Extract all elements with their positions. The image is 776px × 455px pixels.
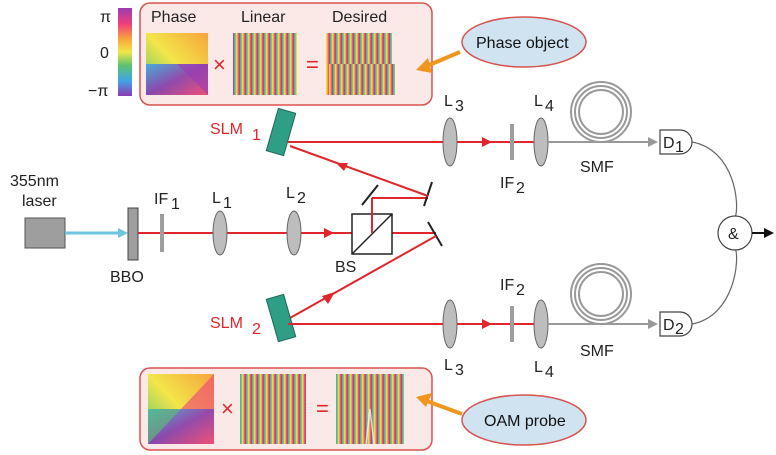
if2-upper-subscript: 2: [516, 180, 525, 197]
slm1: SLM 1: [210, 108, 296, 155]
top-hologram-panel: Phase Linear Desired × =: [140, 3, 432, 105]
slm2-label: SLM: [210, 315, 243, 332]
laser-label: laser: [22, 193, 57, 210]
phase-colorbar: π 0 −π: [88, 8, 132, 100]
detector-d2: D 2: [660, 312, 692, 338]
if2-lower-label: IF: [500, 277, 514, 294]
equals-operator: =: [306, 52, 319, 77]
laser-source: 355nm laser: [10, 173, 65, 248]
oam-probe-label: OAM probe: [484, 413, 566, 430]
if2-upper-label: IF: [500, 175, 514, 192]
bottom-times-operator: ×: [221, 396, 234, 421]
oam-probe-callout: OAM probe: [416, 393, 586, 445]
bottom-linear-grating-image: [240, 374, 306, 444]
mirror-upper-left: [362, 185, 378, 205]
colorbar-mid-label: 0: [100, 45, 109, 62]
colorbar-bottom-label: −π: [88, 83, 108, 100]
l3-lower-subscript: 3: [455, 362, 464, 379]
phase-object-callout: Phase object: [416, 17, 586, 73]
smf-upper-label: SMF: [580, 159, 614, 176]
l4-upper-label: L: [534, 93, 543, 110]
slm1-label: SLM: [210, 121, 243, 138]
phase-object-label: Phase object: [476, 35, 569, 52]
coincidence-counter: &: [718, 216, 752, 250]
phase-title: Phase: [151, 9, 196, 26]
bbo-crystal: BBO: [110, 208, 144, 286]
coincidence-label: &: [728, 226, 739, 243]
lens-l3-lower: L 3: [443, 300, 464, 379]
smf-lower-label: SMF: [580, 343, 614, 360]
slm2: SLM 2: [210, 294, 296, 341]
lens-l4-upper: L 4: [534, 93, 554, 166]
slm1-subscript: 1: [252, 127, 261, 144]
if1-filter: IF 1: [154, 191, 180, 252]
vortex-phase-image: [148, 374, 214, 444]
l4-upper-subscript: 4: [545, 98, 554, 115]
smf-upper-coil: [571, 82, 631, 142]
d1-subscript: 1: [675, 139, 684, 156]
bbo-label: BBO: [110, 269, 144, 286]
d2-cable: [692, 248, 737, 324]
d1-cable: [692, 142, 737, 218]
if2-upper-filter: IF 2: [500, 124, 525, 197]
linear-grating-image: [233, 33, 297, 95]
detector-d1: D 1: [660, 130, 692, 156]
l1-label: L: [212, 190, 221, 207]
if2-lower-subscript: 2: [516, 282, 525, 299]
if1-label: IF: [154, 191, 168, 208]
fork-hologram-image: [336, 374, 404, 444]
lens-l3-upper: L 3: [443, 93, 464, 166]
phase-map-image: [146, 33, 208, 95]
if1-subscript: 1: [171, 196, 180, 213]
l3-upper-subscript: 3: [455, 98, 464, 115]
l4-lower-label: L: [534, 359, 543, 376]
lens-l4-lower: L 4: [534, 300, 554, 381]
bottom-equals-operator: =: [316, 396, 329, 421]
lens-l1: L 1: [212, 190, 232, 255]
bottom-hologram-panel: × =: [140, 368, 432, 450]
colorbar-top-label: π: [100, 9, 111, 26]
l4-lower-subscript: 4: [545, 364, 554, 381]
slm2-subscript: 2: [252, 321, 261, 338]
l3-upper-label: L: [444, 93, 453, 110]
lens-l2: L 2: [286, 185, 306, 255]
desired-hologram-image: [326, 33, 395, 95]
if2-lower-filter: IF 2: [500, 277, 525, 342]
linear-title: Linear: [241, 9, 286, 26]
l3-lower-label: L: [444, 357, 453, 374]
d2-label: D: [663, 317, 675, 334]
d1-label: D: [663, 135, 675, 152]
beam-splitter: BS: [335, 214, 392, 276]
bs-label: BS: [335, 259, 356, 276]
l2-label: L: [286, 185, 295, 202]
l2-subscript: 2: [297, 190, 306, 207]
times-operator: ×: [213, 52, 226, 77]
smf-lower-coil: [571, 264, 631, 324]
d2-subscript: 2: [675, 321, 684, 338]
laser-wavelength-label: 355nm: [10, 173, 59, 190]
l1-subscript: 1: [223, 195, 232, 212]
desired-title: Desired: [332, 9, 387, 26]
